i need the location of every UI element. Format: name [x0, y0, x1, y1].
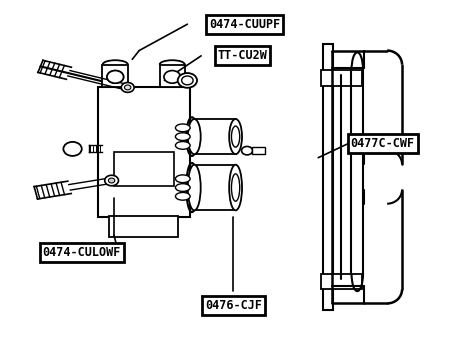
- Circle shape: [107, 70, 123, 83]
- Ellipse shape: [176, 184, 190, 192]
- Ellipse shape: [176, 142, 190, 149]
- Ellipse shape: [229, 119, 242, 154]
- Circle shape: [63, 142, 82, 156]
- Circle shape: [109, 178, 115, 183]
- Bar: [321, 70, 362, 86]
- Bar: [98, 87, 190, 217]
- Ellipse shape: [178, 73, 197, 88]
- Text: 0474-CUUPF: 0474-CUUPF: [209, 18, 280, 31]
- Bar: [194, 119, 236, 154]
- Ellipse shape: [231, 126, 240, 147]
- Bar: [103, 65, 128, 87]
- Ellipse shape: [176, 133, 190, 141]
- Text: 0477C-CWF: 0477C-CWF: [351, 137, 414, 150]
- Bar: [109, 216, 178, 237]
- Circle shape: [124, 85, 131, 90]
- Ellipse shape: [176, 175, 190, 183]
- Bar: [323, 44, 333, 310]
- Ellipse shape: [182, 76, 193, 85]
- Circle shape: [121, 82, 134, 92]
- Ellipse shape: [188, 165, 201, 210]
- Ellipse shape: [188, 119, 201, 154]
- Bar: [252, 147, 266, 154]
- Bar: [114, 153, 174, 186]
- Ellipse shape: [176, 193, 190, 200]
- Ellipse shape: [229, 165, 242, 210]
- Bar: [160, 65, 185, 87]
- Bar: [321, 274, 362, 289]
- Text: 0474-CULOWF: 0474-CULOWF: [43, 246, 121, 259]
- Circle shape: [107, 70, 123, 83]
- Text: TT-CU2W: TT-CU2W: [218, 49, 267, 62]
- Circle shape: [105, 175, 118, 186]
- Circle shape: [242, 147, 253, 155]
- Circle shape: [164, 70, 181, 83]
- Ellipse shape: [176, 124, 190, 132]
- Ellipse shape: [231, 174, 240, 201]
- Bar: [194, 165, 236, 210]
- Text: 0476-CJF: 0476-CJF: [205, 299, 262, 312]
